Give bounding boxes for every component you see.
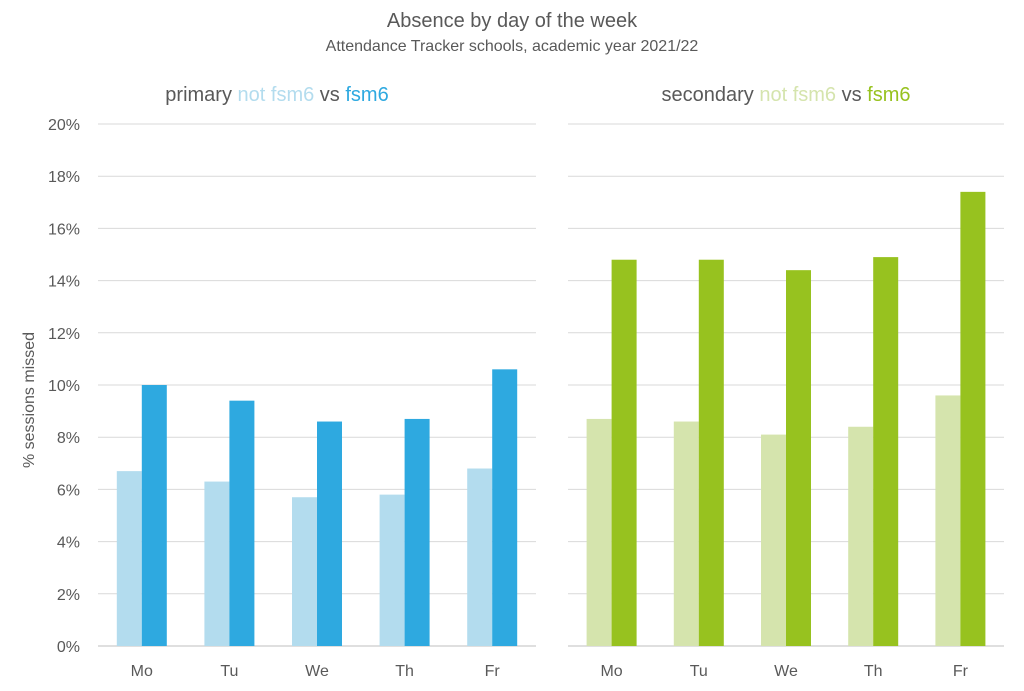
y-axis-label: % sessions missed <box>21 332 38 468</box>
bar-not-fsm6-fr <box>935 395 961 646</box>
bar-fsm6-th <box>873 257 899 646</box>
panel-title-part: secondary <box>661 84 759 106</box>
y-tick-label: 20% <box>48 117 80 134</box>
bar-not-fsm6-mo <box>586 418 612 646</box>
y-tick-label: 14% <box>48 274 80 291</box>
panel-title-part: vs <box>836 84 867 106</box>
bar-not-fsm6-tu <box>204 481 230 646</box>
bar-fsm6-tu <box>698 259 724 646</box>
x-tick-label: Tu <box>220 663 238 680</box>
bar-fsm6-fr <box>492 369 518 646</box>
bar-fsm6-fr <box>960 191 986 647</box>
y-tick-label: 12% <box>48 326 80 343</box>
x-tick-label: Fr <box>485 663 501 680</box>
bar-not-fsm6-th <box>379 494 405 646</box>
x-tick-label: Mo <box>131 663 153 680</box>
bar-fsm6-th <box>404 418 430 646</box>
secondary-panel-title: secondary not fsm6 vs fsm6 <box>661 84 910 106</box>
chart-subtitle: Attendance Tracker schools, academic yea… <box>326 38 699 55</box>
bar-fsm6-we <box>317 421 342 646</box>
x-tick-label: Th <box>864 663 883 680</box>
y-tick-label: 2% <box>57 587 80 604</box>
primary-panel-title: primary not fsm6 vs fsm6 <box>165 84 388 106</box>
x-tick-label: Fr <box>953 663 969 680</box>
panel-title-part: fsm6 <box>867 84 910 106</box>
y-tick-label: 4% <box>57 535 80 552</box>
bar-fsm6-tu <box>229 400 255 646</box>
panel-title-part: not fsm6 <box>238 84 315 106</box>
chart-title: Absence by day of the week <box>387 10 638 32</box>
bar-fsm6-mo <box>611 259 637 646</box>
bars <box>116 191 986 647</box>
bar-not-fsm6-mo <box>116 471 142 646</box>
bar-not-fsm6-we <box>761 434 786 646</box>
bar-fsm6-we <box>786 270 811 646</box>
bar-not-fsm6-th <box>848 426 874 646</box>
panel-title-part: vs <box>314 84 345 106</box>
panel-title-part: fsm6 <box>345 84 388 106</box>
bar-not-fsm6-we <box>292 497 317 646</box>
bar-not-fsm6-tu <box>673 421 699 646</box>
y-axis-ticks: 0% 2% 4% 6% 8% 10% 12% 14% 16% 18% 20% <box>48 117 80 656</box>
y-tick-label: 0% <box>57 639 80 656</box>
panel-title-part: not fsm6 <box>759 84 836 106</box>
x-tick-label: Tu <box>690 663 708 680</box>
x-tick-label: Mo <box>600 663 622 680</box>
y-tick-label: 6% <box>57 482 80 499</box>
x-tick-label: We <box>774 663 798 680</box>
y-tick-label: 10% <box>48 378 80 395</box>
y-tick-label: 18% <box>48 169 80 186</box>
y-tick-label: 16% <box>48 221 80 238</box>
x-tick-label: Th <box>395 663 414 680</box>
bar-not-fsm6-fr <box>467 468 493 646</box>
y-tick-label: 8% <box>57 430 80 447</box>
x-tick-label: We <box>305 663 329 680</box>
x-axis-labels: Mo Tu We Th Fr Mo Tu We Th Fr <box>131 663 969 680</box>
panel-title-part: primary <box>165 84 237 106</box>
bar-fsm6-mo <box>141 385 167 646</box>
